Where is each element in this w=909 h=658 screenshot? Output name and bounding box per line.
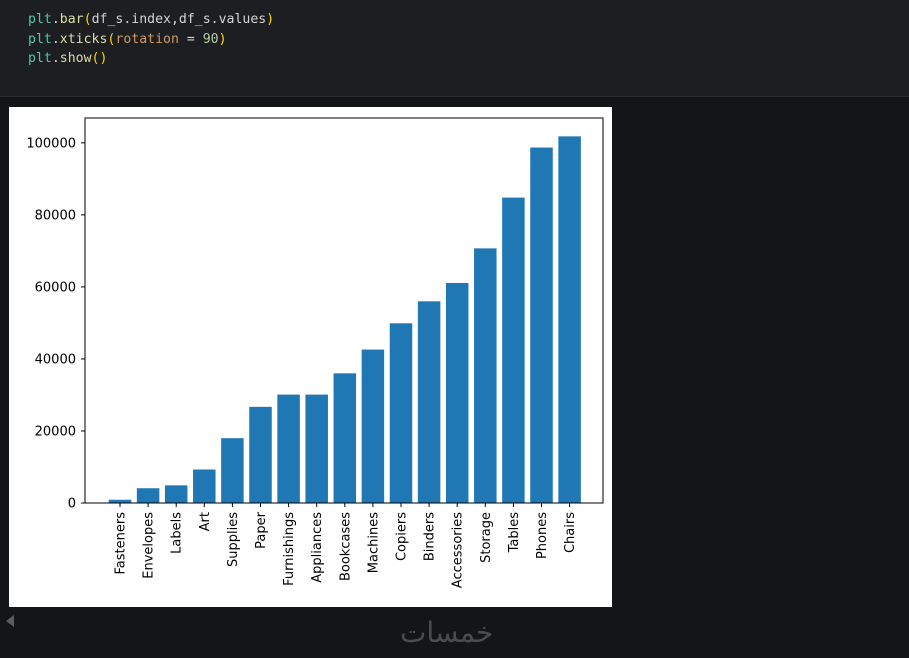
bar xyxy=(277,394,300,503)
x-tick-label: Chairs xyxy=(563,512,578,553)
x-tick-label: Furnishings xyxy=(282,512,297,586)
x-tick-label: Appliances xyxy=(310,512,325,583)
cell-output: 0 20000 40000 60000 80000 100000 Fasteners Env… xyxy=(9,107,612,607)
code-token: plt xyxy=(28,51,52,66)
bar xyxy=(474,248,497,503)
bar xyxy=(333,373,357,503)
x-tick-label: Fasteners xyxy=(114,512,129,575)
y-tick-label: 80000 xyxy=(35,208,76,223)
y-tick-label: 20000 xyxy=(35,424,76,439)
bar xyxy=(221,438,244,503)
bar xyxy=(502,197,525,503)
bar xyxy=(108,499,132,503)
x-tick-label: Bookcases xyxy=(338,512,353,581)
bar xyxy=(558,136,581,504)
code-token: . xyxy=(51,31,60,47)
code-token: df_s.index,df_s.values xyxy=(91,12,267,27)
code-token: = xyxy=(178,31,203,47)
x-tick-label: Art xyxy=(198,512,213,531)
x-tick-label: Accessories xyxy=(451,512,466,588)
x-tick-label: Envelopes xyxy=(142,512,157,579)
code-token: ) xyxy=(266,12,275,27)
code-token: . xyxy=(51,51,60,66)
bar xyxy=(389,323,413,503)
bar xyxy=(417,301,441,503)
code-cell[interactable]: plt.bar(df_s.index,df_s.values) plt.xtick… xyxy=(0,0,909,97)
x-tick-label: Paper xyxy=(254,511,269,548)
bar xyxy=(530,147,553,503)
x-tick-label: Supplies xyxy=(226,512,241,567)
code-token: ) xyxy=(218,31,227,47)
code-line: plt.bar(df_s.index,df_s.values) xyxy=(28,10,274,30)
x-tick-label: Phones xyxy=(535,512,550,559)
bar xyxy=(305,394,328,503)
bar xyxy=(361,349,385,503)
code-token: . xyxy=(51,12,60,27)
x-tick-label: Machines xyxy=(366,512,381,573)
code-token: ( xyxy=(83,12,92,27)
y-axis: 0 20000 40000 60000 80000 100000 xyxy=(26,136,85,512)
y-tick-label: 40000 xyxy=(35,352,76,367)
code-line: plt.xticks(rotation = 90) xyxy=(28,30,274,50)
code-editor[interactable]: plt.bar(df_s.index,df_s.values) plt.xtick… xyxy=(28,10,274,69)
bar xyxy=(164,485,188,503)
bar xyxy=(445,282,469,503)
y-tick-label: 100000 xyxy=(26,136,76,151)
code-token: () xyxy=(91,51,108,66)
x-tick-label: Labels xyxy=(170,512,185,554)
x-tick-label: Tables xyxy=(507,512,522,554)
code-token: rotation xyxy=(115,31,179,47)
code-token: plt xyxy=(28,31,52,47)
code-token: ( xyxy=(107,31,116,47)
bar-chart: 0 20000 40000 60000 80000 100000 Fasteners Env… xyxy=(26,117,604,588)
watermark-logo: خمسات xyxy=(400,616,494,649)
x-tick-label: Binders xyxy=(423,512,438,561)
code-token: xticks xyxy=(59,31,108,47)
bar xyxy=(249,406,272,503)
y-tick-label: 0 xyxy=(68,497,76,512)
code-token: plt xyxy=(28,12,52,27)
scroll-left-arrow-icon[interactable] xyxy=(6,615,14,627)
x-tick-label: Storage xyxy=(479,512,494,563)
bar xyxy=(193,469,216,503)
code-token: bar xyxy=(59,12,84,27)
x-tick-label: Copiers xyxy=(395,512,410,561)
code-token: show xyxy=(59,51,92,66)
plot-frame xyxy=(84,117,604,504)
code-token: 90 xyxy=(202,31,219,47)
bars xyxy=(108,136,581,504)
bar xyxy=(136,488,160,503)
code-line: plt.show() xyxy=(28,49,274,69)
y-tick-label: 60000 xyxy=(35,280,76,295)
x-axis: Fasteners Envelopes Labels Art Supplies Paper… xyxy=(114,503,578,588)
